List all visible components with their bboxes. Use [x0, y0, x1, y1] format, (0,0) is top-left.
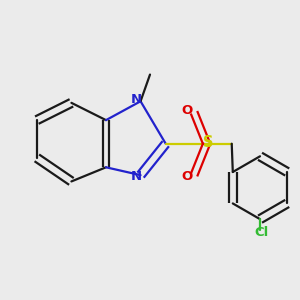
- Text: S: S: [203, 135, 213, 150]
- Text: Cl: Cl: [254, 226, 269, 239]
- Text: N: N: [131, 170, 142, 183]
- Text: O: O: [181, 170, 193, 183]
- Text: O: O: [181, 104, 193, 117]
- Text: N: N: [131, 93, 142, 106]
